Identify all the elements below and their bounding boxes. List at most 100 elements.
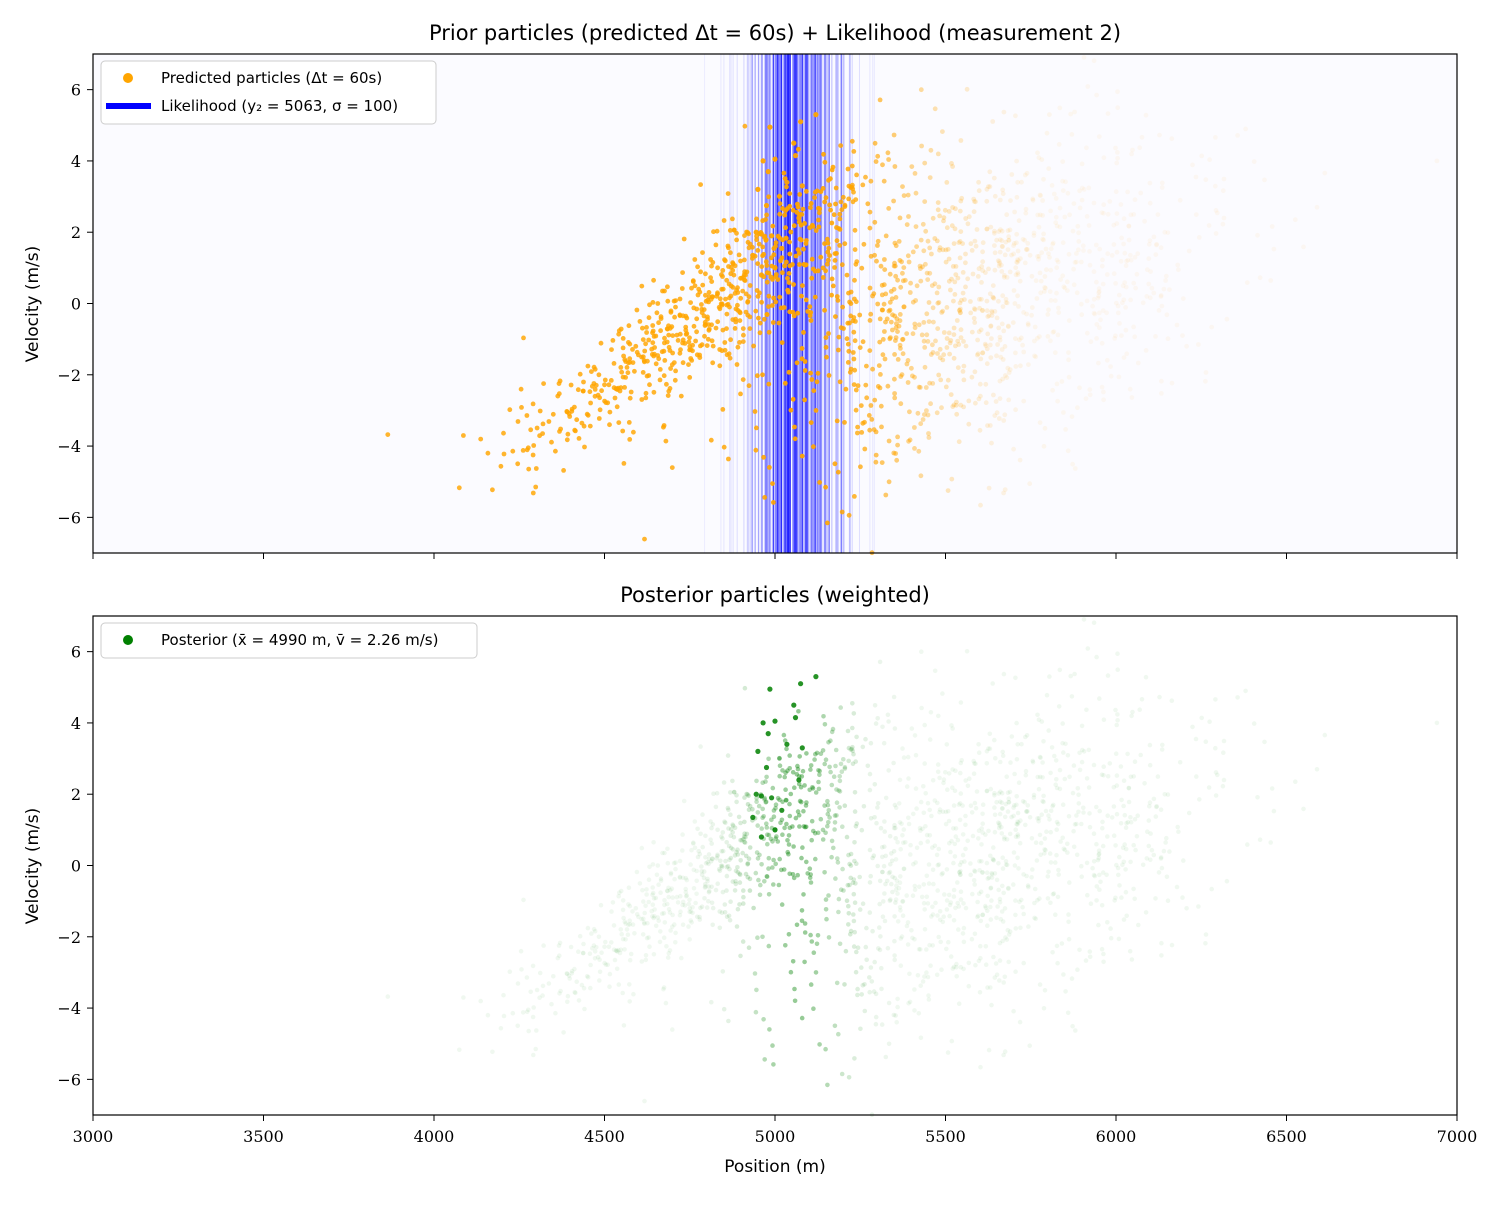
posterior-particle [501,992,506,998]
posterior-particle [852,858,857,864]
posterior-particle [765,832,770,837]
prior-particle [787,239,792,245]
prior-particle [1144,294,1150,299]
prior-particle [893,451,898,456]
prior-particle [1121,241,1126,247]
prior-particle [972,238,978,244]
prior-particle [865,201,871,207]
prior-particle [478,436,484,442]
prior-particle [892,240,898,246]
posterior-particle [530,963,536,969]
posterior-particle [725,753,731,758]
prior-particle [999,321,1005,327]
posterior-particle [822,803,827,808]
posterior-particle [853,969,859,975]
posterior-particle [867,989,872,995]
prior-particle [1050,387,1055,393]
prior-particle [1209,324,1215,330]
posterior-particle [895,919,901,924]
posterior-particle [767,1027,772,1032]
posterior-particle [820,827,826,833]
prior-particle [944,336,950,341]
posterior-particle [720,889,726,895]
prior-particle [980,308,985,313]
posterior-particle [845,728,851,734]
posterior-particle [799,918,805,924]
posterior-particle [1138,752,1143,758]
prior-particle [829,220,835,226]
prior-particle [801,330,806,335]
prior-particle [886,157,891,162]
posterior-particle [1076,809,1081,815]
posterior-particle [1077,767,1083,773]
prior-particle [962,297,967,302]
posterior-particle [1009,814,1014,820]
prior-particle [857,345,863,350]
posterior-particle [853,759,858,764]
posterior-particle [1117,883,1122,888]
posterior-particle [1026,884,1031,890]
posterior-particle [1245,842,1250,847]
posterior-particle [1015,819,1020,824]
prior-particle [937,213,942,219]
prior-particle [1027,481,1033,487]
posterior-particle [728,812,733,817]
prior-particle [669,362,675,368]
prior-particle [975,351,981,357]
prior-particle [1015,179,1021,185]
posterior-particle [887,833,893,839]
posterior-particle [719,910,725,915]
prior-particle [956,240,962,246]
prior-particle [900,270,905,276]
prior-particle [689,358,695,363]
prior-particle [792,153,799,159]
posterior-particle [832,813,838,818]
prior-particle [1084,298,1090,304]
posterior-particle [907,999,913,1005]
posterior-particle [766,832,772,838]
posterior-particle [833,876,838,881]
posterior-particle [737,880,743,885]
prior-particle [751,343,756,349]
posterior-particle [794,922,800,928]
posterior-particle [702,882,708,887]
posterior-particle [551,974,556,979]
posterior-particle [1107,761,1113,766]
posterior-particle [851,912,856,917]
prior-particle [788,229,794,235]
prior-particle [997,337,1003,343]
prior-particle [577,371,583,377]
posterior-particle [969,936,975,942]
prior-particle [1013,336,1018,341]
prior-particle [1051,329,1057,334]
posterior-particle [905,942,911,947]
prior-particle [1042,425,1048,431]
posterior-particle [705,859,710,865]
posterior-particle [1131,842,1136,848]
prior-particle [836,347,841,353]
posterior-particle [753,870,759,876]
posterior-particle [918,947,923,952]
prior-particle [912,425,917,430]
posterior-particle [1015,810,1021,816]
posterior-particle [692,819,698,824]
prior-particle [677,296,683,302]
prior-particle [779,245,785,251]
prior-particle [946,278,952,284]
posterior-particle [1113,895,1118,901]
posterior-particle [1118,821,1124,826]
y-tick-label: 6 [71,643,81,662]
prior-particle [850,182,855,188]
posterior-particle [557,940,563,946]
prior-particle [665,284,670,290]
posterior-particle [873,1021,879,1027]
prior-particle [881,282,887,288]
prior-particle [572,404,577,410]
posterior-particle [1031,792,1037,798]
posterior-particle [825,802,831,808]
prior-particle [709,338,715,344]
posterior-particle [1025,803,1031,808]
prior-particle [857,312,863,318]
posterior-particle [1111,804,1117,809]
posterior-particle [1158,856,1164,861]
